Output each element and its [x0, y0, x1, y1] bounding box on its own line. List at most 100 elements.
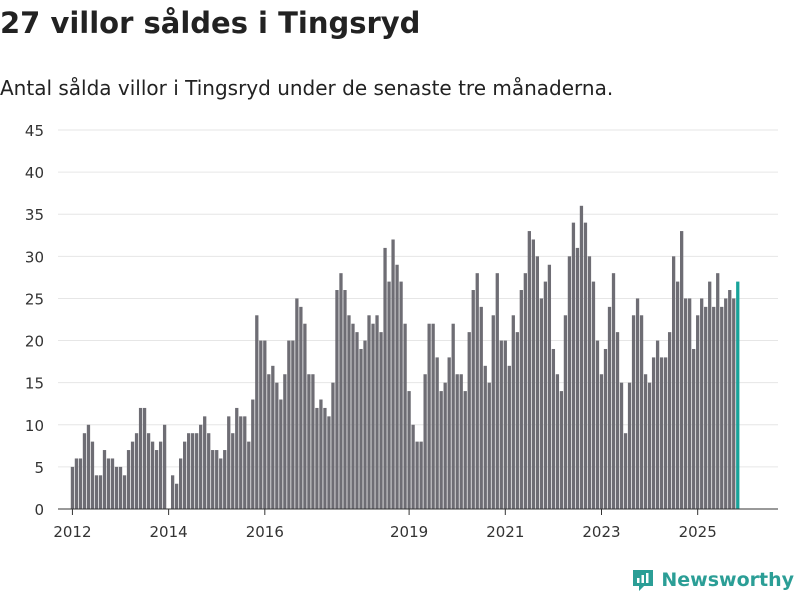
bar — [479, 306, 483, 509]
bar — [371, 323, 375, 509]
bar — [355, 332, 359, 509]
bar — [475, 273, 479, 509]
bar — [375, 315, 379, 509]
bar — [183, 441, 187, 509]
bar — [367, 315, 371, 509]
bar — [567, 256, 572, 509]
bar — [138, 407, 143, 509]
data-label: 27 — [744, 0, 763, 4]
y-tick-label: 10 — [25, 417, 44, 435]
chart-title: 27 villor såldes i Tingsryd — [0, 6, 421, 40]
bar — [684, 298, 688, 509]
bar — [643, 374, 648, 509]
bar — [587, 256, 592, 509]
bar — [215, 450, 219, 509]
bar — [227, 416, 231, 509]
bar — [728, 290, 732, 509]
bar — [407, 391, 411, 509]
bar — [82, 433, 87, 509]
bar — [339, 273, 343, 509]
bar — [539, 298, 544, 509]
y-tick-label: 40 — [25, 164, 44, 182]
bar — [118, 466, 123, 509]
x-tick-label: 2014 — [150, 523, 188, 541]
bar — [399, 281, 403, 509]
y-tick-label: 20 — [25, 333, 44, 351]
bar — [195, 433, 199, 509]
y-tick-label: 5 — [34, 459, 44, 477]
bar — [716, 273, 720, 509]
bar — [671, 256, 676, 509]
bar — [559, 391, 564, 509]
bar — [134, 433, 139, 509]
bar — [122, 475, 127, 509]
bar — [655, 340, 660, 509]
bar — [471, 290, 475, 509]
x-tick-label: 2019 — [390, 523, 428, 541]
bar — [696, 315, 700, 509]
bar — [150, 441, 155, 509]
bar — [207, 433, 211, 509]
bar — [447, 357, 451, 509]
bar — [347, 315, 351, 509]
bar — [102, 450, 107, 509]
bar — [575, 247, 580, 509]
y-tick-label: 25 — [25, 290, 44, 308]
bar — [700, 298, 704, 509]
bar — [555, 374, 560, 509]
bar — [463, 391, 467, 509]
bar — [523, 273, 527, 509]
bar — [299, 306, 303, 509]
bar — [291, 340, 295, 509]
bar — [271, 365, 275, 509]
x-tick-label: 2021 — [486, 523, 524, 541]
bar — [275, 382, 279, 509]
bar — [704, 306, 708, 509]
bar — [511, 315, 515, 509]
bar — [239, 416, 243, 509]
bar — [467, 332, 471, 509]
bar — [90, 441, 95, 509]
bar — [126, 450, 131, 509]
bar — [158, 441, 163, 509]
bar — [419, 441, 423, 509]
x-tick-label: 2023 — [582, 523, 620, 541]
bar — [287, 340, 291, 509]
y-tick-label: 0 — [34, 501, 44, 519]
bar — [351, 323, 355, 509]
bar — [423, 374, 427, 509]
newsworthy-logo-icon — [633, 570, 654, 591]
bar — [455, 374, 459, 509]
bar — [663, 357, 668, 509]
bar — [335, 290, 339, 509]
bar — [708, 281, 712, 509]
bar — [231, 433, 235, 509]
bar — [203, 416, 207, 509]
bar — [283, 374, 287, 509]
bar — [174, 483, 179, 509]
bar — [591, 281, 596, 509]
bar — [303, 323, 307, 509]
brand-name: Newsworthy — [661, 569, 794, 591]
bar — [387, 281, 391, 509]
bar — [435, 357, 439, 509]
bar — [579, 205, 584, 510]
x-tick-label: 2012 — [53, 523, 91, 541]
x-tick-label: 2025 — [679, 523, 717, 541]
bar — [191, 433, 195, 509]
bar — [720, 306, 724, 509]
bar — [78, 458, 83, 509]
y-tick-label: 35 — [25, 206, 44, 224]
bar — [431, 323, 435, 509]
bar — [383, 247, 387, 509]
bar — [307, 374, 311, 509]
bar — [459, 374, 463, 509]
bar — [623, 433, 628, 509]
bar — [427, 323, 431, 509]
bar — [443, 382, 447, 509]
bar — [130, 441, 135, 509]
bar — [563, 315, 568, 509]
bar — [627, 382, 632, 509]
bar — [680, 231, 684, 510]
